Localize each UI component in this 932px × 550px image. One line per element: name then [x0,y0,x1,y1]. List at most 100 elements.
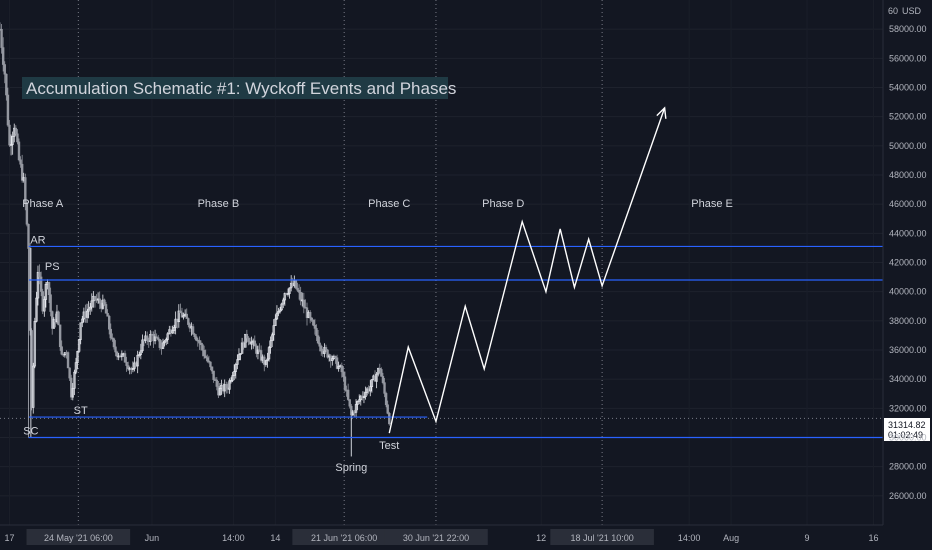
candle-body [358,399,361,402]
price-tick-label: 34000.00 [889,374,927,384]
candle-body [277,311,280,314]
candle-body [60,346,63,355]
chart-title: Accumulation Schematic #1: Wyckoff Event… [26,79,456,98]
candle-body [388,412,391,425]
currency-label[interactable]: USD [902,6,922,16]
projection-path[interactable] [388,107,666,434]
candle-body [202,350,206,357]
candle-body [153,336,157,342]
candle-body [5,73,8,96]
candle-body [145,335,149,341]
candle-body [375,373,378,382]
candle-body [136,354,139,367]
candle-body [8,124,11,146]
currency-badge[interactable] [898,5,928,17]
event-label: ST [74,405,88,417]
candle-body [247,337,250,342]
price-tick-label: 44000.00 [889,228,927,238]
candle-body [253,340,256,347]
candle-body [123,353,127,363]
candle-body [52,319,56,329]
candle-body [115,351,119,357]
time-tick-highlight [550,529,654,545]
candle-body [87,308,90,312]
title-background [22,77,448,99]
candle-body [47,282,51,296]
candle-body [308,312,312,319]
phase-label: Phase A [22,198,64,210]
phase-label: Phase B [198,198,240,210]
price-tick-label: 30000.00 [889,433,927,443]
time-tick-label: 21 Jun '21 06:00 [311,533,377,543]
candle-body [187,318,190,325]
candle-body [93,296,97,300]
candle-body [180,312,184,318]
candle-body [380,369,383,377]
candle-body [259,350,263,361]
candle-body [237,354,241,361]
candle-body [364,392,367,398]
candle-body [19,159,22,165]
candle-layer [0,22,391,457]
candle-body [199,342,203,346]
candle-body [0,29,3,48]
candle-body [356,401,359,405]
candle-body [177,310,181,323]
candle-body [225,384,228,389]
candle-body [234,364,237,372]
candle-body [85,310,89,318]
candle-body [381,376,385,383]
candle-body [335,357,339,369]
candle-body [354,404,358,413]
candle-body [90,300,93,308]
price-tick-label: 50000.00 [889,141,927,151]
candle-body [343,376,347,391]
candle-body [131,368,135,370]
price-tick-label: 36000.00 [889,345,927,355]
candle-body [264,360,268,365]
event-label: AR [30,235,45,247]
candle-body [362,396,366,399]
candle-body [331,358,334,362]
candle-body [32,365,35,408]
candle-body [239,353,242,355]
candle-body [280,303,283,311]
candle-body [267,347,271,360]
candle-body [104,304,108,314]
candle-body [383,382,386,394]
candle-body [120,353,124,357]
candle-body [275,312,279,320]
candle-body [66,352,70,369]
phase-label: Phase E [691,198,733,210]
candle-body [346,389,350,400]
event-label: PS [45,261,60,273]
price-tick-label: 54000.00 [889,83,927,93]
candle-body [57,311,60,326]
time-axis[interactable]: 17 24 May '21 06:00 Jun 14:00 14 21 Jun '21 0… [0,524,932,550]
candle-body [1,47,5,65]
candle-body [351,411,355,416]
projection-layer [388,106,667,434]
time-tick-highlight [384,529,488,545]
time-tick-highlight [292,529,396,545]
title-box: Accumulation Schematic #1: Wyckoff Event… [22,77,456,99]
candle-body [182,315,185,318]
candle-body [14,127,18,135]
candle-body [112,338,116,348]
candle-body [266,358,269,361]
candle-body [302,299,306,308]
price-tick-label: 56000.00 [889,53,927,63]
candle-body [386,404,389,414]
candle-body [296,287,299,291]
price-tick-label: 58000.00 [889,24,927,34]
candle-body [282,299,285,305]
time-tick-label: 14 [270,533,280,543]
candle-body [126,365,130,370]
price-axis[interactable]: 60000.00 USD 31314.82 01:02:49 26000.002… [882,0,932,525]
candle-body [3,64,6,75]
candle-body [215,379,218,387]
candle-body [270,334,274,342]
time-tick-label: Aug [723,533,739,543]
candle-body [229,380,233,382]
